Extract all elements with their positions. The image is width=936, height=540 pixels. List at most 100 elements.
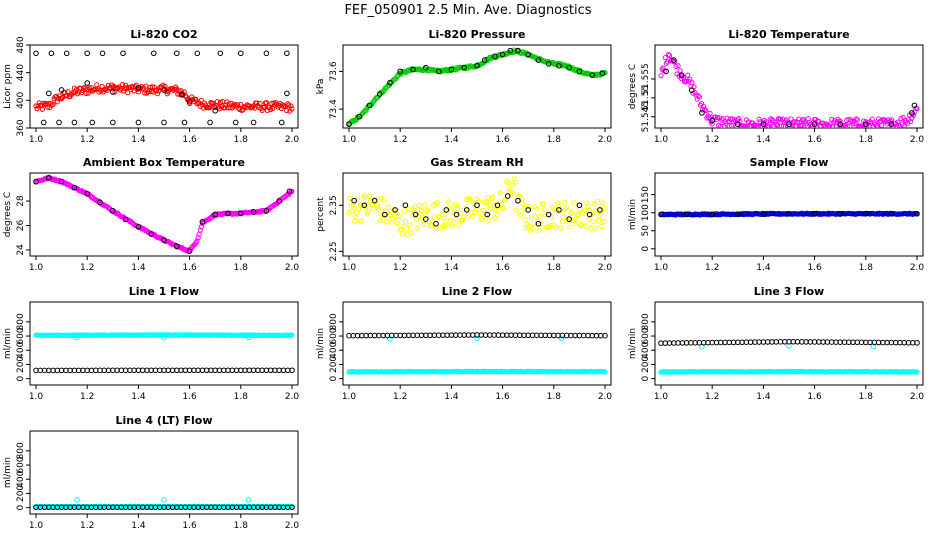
panel-title: Li-820 Pressure bbox=[429, 28, 526, 41]
y-tick-label: 600 bbox=[16, 327, 26, 344]
data-point bbox=[569, 209, 575, 215]
data-point bbox=[425, 207, 431, 213]
data-point bbox=[536, 227, 542, 233]
data-point bbox=[174, 50, 180, 57]
data-point bbox=[516, 192, 522, 198]
panel-line2: Line 2 Flow 1.0 1.2 1.4 1.6 1.8 2.0 0 2004006008… bbox=[316, 285, 612, 402]
data-point bbox=[365, 208, 371, 214]
data-point bbox=[510, 190, 516, 197]
plot-frame bbox=[342, 172, 612, 257]
x-tick-label: 1.0 bbox=[29, 521, 44, 531]
y-axis-label: ml/min bbox=[3, 457, 13, 488]
x-tick-label: 2.0 bbox=[598, 392, 613, 402]
x-tick-label: 1.4 bbox=[444, 392, 459, 402]
data-point bbox=[238, 210, 244, 217]
data-point bbox=[602, 205, 608, 211]
x-tick-label: 1.6 bbox=[182, 392, 197, 402]
data-point bbox=[376, 91, 383, 97]
data-point bbox=[40, 119, 47, 126]
y-tick-label: 150 bbox=[641, 186, 651, 203]
data-point bbox=[596, 218, 602, 224]
data-point bbox=[412, 211, 419, 218]
data-point bbox=[683, 211, 690, 218]
plot-data bbox=[33, 50, 295, 126]
data-point bbox=[54, 99, 60, 105]
x-tick-label: 1.2 bbox=[80, 392, 94, 402]
data-point bbox=[199, 219, 206, 225]
x-tick-label: 1.6 bbox=[182, 135, 197, 145]
y-tick-label: 200 bbox=[641, 356, 651, 373]
data-point bbox=[63, 50, 70, 57]
data-point bbox=[456, 222, 462, 228]
data-point bbox=[84, 80, 90, 86]
panel-line4: Line 4 (LT) Flow 1.0 1.2 1.4 1.6 1.8 2.0 0 20040… bbox=[3, 414, 299, 531]
data-point bbox=[760, 121, 767, 128]
panel-co2: Li-820 CO2 1.0 1.2 1.4 1.6 1.8 2.0 360 400 440 480… bbox=[3, 28, 299, 145]
data-point bbox=[602, 332, 608, 339]
data-point bbox=[540, 201, 546, 207]
data-point bbox=[406, 206, 412, 212]
data-point bbox=[664, 59, 671, 65]
data-point bbox=[556, 203, 562, 209]
y-axis-label: ml/min bbox=[628, 199, 638, 230]
data-point bbox=[888, 121, 895, 128]
data-point bbox=[597, 213, 603, 220]
data-point bbox=[488, 205, 494, 212]
data-point bbox=[198, 97, 204, 103]
y-tick-label: 400 bbox=[329, 341, 339, 358]
y-tick-label: 400 bbox=[16, 341, 26, 358]
data-point bbox=[155, 91, 161, 97]
data-point bbox=[366, 102, 373, 109]
data-point bbox=[556, 207, 562, 213]
data-point bbox=[520, 200, 526, 206]
x-tick-label: 1.4 bbox=[131, 392, 146, 402]
series-co2-1 bbox=[33, 50, 290, 126]
x-tick-label: 1.4 bbox=[444, 135, 459, 145]
data-point-outlier bbox=[474, 335, 480, 342]
x-tick-label: 2.0 bbox=[285, 392, 300, 402]
data-point bbox=[546, 224, 553, 230]
data-point bbox=[439, 211, 445, 217]
data-point bbox=[484, 199, 490, 205]
data-point bbox=[472, 209, 478, 215]
data-point bbox=[58, 87, 65, 93]
data-point bbox=[864, 123, 870, 128]
series-temperature-0 bbox=[658, 51, 920, 128]
panels-group: Li-820 CO2 1.0 1.2 1.4 1.6 1.8 2.0 360 400 440 480… bbox=[3, 28, 924, 531]
panel-title: Gas Stream RH bbox=[430, 156, 523, 169]
plot-frame bbox=[29, 172, 299, 257]
x-tick-label: 1.0 bbox=[654, 263, 669, 273]
data-point bbox=[59, 96, 65, 102]
data-point bbox=[492, 53, 498, 60]
data-point bbox=[289, 367, 295, 374]
data-point bbox=[760, 211, 767, 217]
y-tick-label: 50 bbox=[641, 225, 651, 237]
x-tick-label: 1.4 bbox=[756, 263, 771, 273]
data-point bbox=[84, 190, 90, 197]
x-tick-label: 1.6 bbox=[182, 521, 197, 531]
data-point-outlier bbox=[245, 497, 252, 503]
data-point bbox=[393, 210, 399, 216]
data-point bbox=[238, 50, 244, 57]
data-point bbox=[405, 68, 411, 74]
data-point bbox=[525, 203, 531, 209]
data-point bbox=[663, 68, 669, 75]
series-pressure-0 bbox=[346, 47, 608, 127]
data-point bbox=[507, 186, 513, 192]
data-point bbox=[94, 82, 100, 88]
data-point bbox=[186, 248, 193, 254]
data-point bbox=[486, 217, 492, 223]
data-point bbox=[462, 206, 468, 212]
data-point bbox=[602, 69, 608, 76]
data-point bbox=[914, 210, 920, 217]
data-point bbox=[397, 68, 404, 75]
data-point bbox=[288, 103, 294, 109]
data-point bbox=[370, 205, 377, 211]
panel-title: Line 3 Flow bbox=[754, 285, 824, 298]
y-tick-label: 0 bbox=[329, 375, 339, 381]
x-tick-label: 1.8 bbox=[859, 263, 874, 273]
data-point bbox=[477, 210, 483, 216]
data-point bbox=[470, 213, 476, 220]
x-tick-label: 1.4 bbox=[444, 263, 459, 273]
panel-title: Line 2 Flow bbox=[442, 285, 512, 298]
